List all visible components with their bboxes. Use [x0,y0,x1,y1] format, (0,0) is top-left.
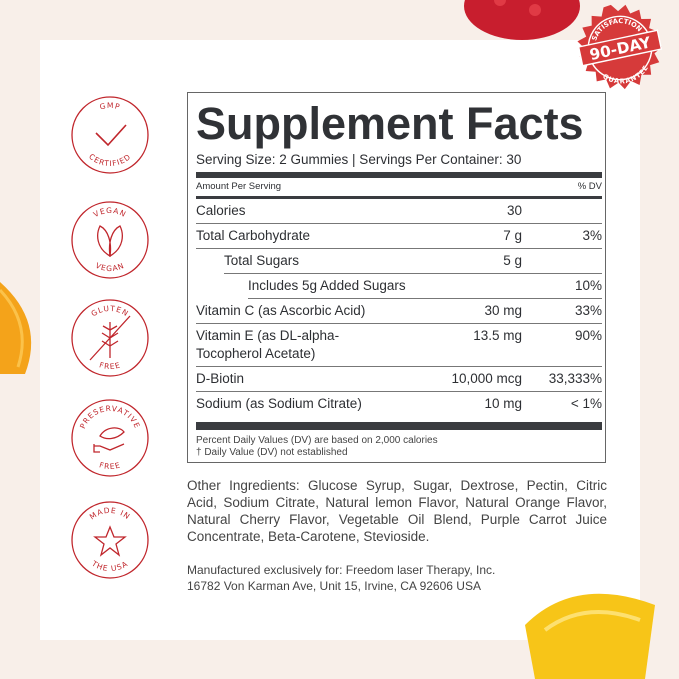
nutrient-amount [482,277,522,295]
badge-bottom-text: THE USA [89,558,128,573]
svg-text:MADE IN: MADE IN [88,506,132,522]
nutrient-name: Includes 5g Added Sugars [248,278,406,293]
facts-title: Supplement Facts [196,98,584,149]
facts-rows: Calories 30 Total Carbohydrate 7 g 3% Total S… [196,199,602,416]
nutrient-name: Vitamin E (as DL-alpha-Tocopherol Acetat… [196,328,340,361]
nutrient-amount: 7 g [503,228,522,243]
raspberry-gummy-image [464,0,580,40]
serving-info: Serving Size: 2 Gummies | Servings Per C… [196,152,522,167]
nutrient-dv: 33% [574,303,602,318]
amount-header: Amount Per Serving [196,181,282,192]
product-card [40,40,640,640]
footnote-dagger: † Daily Value (DV) not established [196,447,348,458]
nutrient-amount: 13.5 mg [473,328,522,343]
badge-top-text: VEGAN [92,206,127,219]
svg-text:VEGAN: VEGAN [92,206,128,219]
address-line: 16782 Von Karman Ave, Unit 15, Irvine, C… [187,579,481,593]
nutrient-amount: 10,000 mcg [451,371,522,386]
star-icon [93,525,127,557]
badge-bottom-text: FREE [98,360,121,371]
svg-text:FREE: FREE [98,460,122,471]
badge-top-text: MADE IN [88,506,131,522]
badge-bottom-text: FREE [98,460,121,471]
nutrient-dv: 10% [574,278,602,293]
facts-row: Calories 30 [196,199,602,224]
manufacturer-info: Manufactured exclusively for: Freedom la… [187,562,607,594]
orange-gummy-image [0,282,32,374]
nutrient-amount: 10 mg [484,396,522,411]
nutrient-amount: 30 mg [484,303,522,318]
lemon-gummy-image [525,593,655,679]
nutrient-amount: 30 [506,203,522,218]
svg-text:GMP: GMP [99,101,122,112]
svg-text:FREE: FREE [98,360,122,371]
badge-made-in: MADE IN THE USA [71,501,149,579]
hand-leaf-icon [93,427,125,453]
nutrient-dv [522,202,602,220]
manufacturer-line: Manufactured exclusively for: Freedom la… [187,563,496,577]
facts-row: Vitamin C (as Ascorbic Acid) 30 mg 33% [196,299,602,324]
leaf-icon [97,225,123,258]
nutrient-dv: 90% [574,328,602,343]
other-ingredients: Other Ingredients: Glucose Syrup, Sugar,… [187,478,607,544]
nutrient-name: Calories [196,203,246,218]
nutrient-name: Vitamin C (as Ascorbic Acid) [196,303,366,318]
badge-vegan: VEGAN VEGAN [71,201,149,279]
nutrient-name: Total Sugars [224,253,300,268]
supplement-facts-panel: Supplement Facts Serving Size: 2 Gummies… [187,92,606,463]
divider [196,196,602,199]
facts-row: Total Carbohydrate 7 g 3% [196,224,602,249]
nutrient-name: Total Carbohydrate [196,228,311,243]
facts-row: Vitamin E (as DL-alpha-Tocopherol Acetat… [196,324,602,367]
nutrient-amount: 5 g [503,253,522,268]
nutrient-dv: 3% [582,228,602,243]
badge-preservative: PRESERVATIVE FREE [71,399,149,477]
facts-row: Sodium (as Sodium Citrate) 10 mg < 1% [196,392,602,416]
svg-text:CERTIFIED: CERTIFIED [87,152,133,168]
badge-gluten: GLUTEN FREE [71,299,149,377]
svg-text:THE USA: THE USA [89,558,129,573]
svg-text:GLUTEN: GLUTEN [89,304,130,319]
badge-gmp: GMP CERTIFIED [71,96,149,174]
dv-header: % DV [577,181,602,192]
nutrient-dv: 33,333% [548,371,602,386]
nutrient-dv: < 1% [570,396,602,411]
nutrient-name: D-Biotin [196,371,245,386]
footnote-dv: Percent Daily Values (DV) are based on 2… [196,435,438,446]
divider [196,172,602,178]
facts-row: Total Sugars 5 g [224,249,602,274]
svg-text:VEGAN: VEGAN [94,261,126,273]
divider [196,422,602,430]
guarantee-seal: SATISFACTION 90-DAY GUARANTEE [577,4,663,90]
facts-row: Includes 5g Added Sugars 10% [248,274,602,299]
badge-top-text: GLUTEN [89,304,129,319]
badge-bottom-text: CERTIFIED [87,152,132,168]
nutrient-name: Sodium (as Sodium Citrate) [196,396,362,411]
badge-bottom-text: VEGAN [94,261,125,273]
facts-row: D-Biotin 10,000 mcg 33,333% [196,367,602,392]
nutrient-dv [522,252,602,270]
badge-top-text: GMP [99,101,121,112]
wheat-crossed-icon [89,315,131,361]
check-icon [95,124,127,147]
